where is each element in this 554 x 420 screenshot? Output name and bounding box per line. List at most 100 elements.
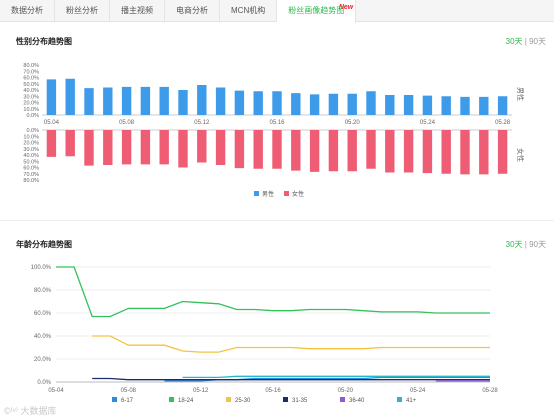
female-bar[interactable]: [291, 130, 301, 171]
female-bar[interactable]: [347, 130, 357, 172]
tab-1[interactable]: 数据分析: [0, 0, 55, 22]
female-y-tick-label: 50.0%: [23, 159, 39, 165]
female-bar[interactable]: [479, 130, 489, 175]
range-30-days[interactable]: 30天: [505, 240, 523, 249]
x-tick-label: 05-12: [193, 388, 209, 394]
male-bar[interactable]: [65, 78, 75, 115]
series-line-41+[interactable]: [182, 375, 490, 379]
male-bar[interactable]: [460, 96, 470, 115]
female-y-tick-label: 0.0%: [26, 128, 39, 134]
female-y-tick-label: 80.0%: [23, 178, 39, 184]
male-bar[interactable]: [347, 93, 357, 115]
male-bar[interactable]: [103, 87, 113, 116]
legend-label[interactable]: 18-24: [178, 398, 194, 404]
x-tick-label: 05.08: [119, 120, 135, 126]
female-bar[interactable]: [441, 130, 451, 174]
female-y-tick-label: 20.0%: [23, 141, 39, 147]
female-bar[interactable]: [215, 130, 226, 165]
female-bar[interactable]: [65, 130, 75, 157]
legend-label[interactable]: 36-40: [349, 398, 365, 404]
male-bar[interactable]: [291, 93, 301, 115]
female-bar[interactable]: [422, 130, 433, 174]
female-bar[interactable]: [385, 130, 395, 173]
male-bar[interactable]: [385, 95, 395, 115]
female-bar[interactable]: [366, 130, 376, 169]
tab-label: 粉丝画像趋势图: [288, 6, 345, 15]
male-bar[interactable]: [272, 91, 282, 115]
tab-label: 电商分析: [176, 6, 208, 15]
male-bar[interactable]: [403, 95, 414, 115]
male-y-tick-label: 70.0%: [23, 69, 39, 75]
series-line-25-30[interactable]: [92, 335, 490, 353]
legend-label[interactable]: 41+: [406, 398, 417, 404]
series-line-31-35[interactable]: [92, 377, 490, 381]
tab-label: MCN机构: [231, 6, 266, 15]
male-bar[interactable]: [46, 79, 57, 115]
female-bar[interactable]: [46, 130, 57, 157]
male-bar[interactable]: [159, 86, 169, 115]
female-bar[interactable]: [272, 130, 282, 169]
female-bar[interactable]: [460, 130, 470, 175]
series-line-18-24[interactable]: [56, 266, 490, 318]
female-bar[interactable]: [253, 130, 263, 169]
male-y-tick-label: 30.0%: [23, 94, 39, 100]
male-side-label: 男性: [516, 87, 525, 101]
tab-4[interactable]: 电商分析: [165, 0, 220, 22]
female-bar[interactable]: [84, 130, 94, 166]
female-bar[interactable]: [328, 130, 339, 172]
legend-swatch: [283, 397, 288, 402]
legend-label[interactable]: 男性: [262, 190, 274, 198]
legend-swatch: [397, 397, 402, 402]
male-bar[interactable]: [497, 96, 508, 115]
gender-chart: 0.0%0.0%10.0%10.0%20.0%20.0%30.0%30.0%40…: [23, 63, 525, 198]
y-tick-label: 0.0%: [37, 380, 51, 386]
male-y-tick-label: 40.0%: [23, 88, 39, 94]
x-tick-label: 05.12: [194, 120, 210, 126]
male-bar[interactable]: [441, 96, 451, 115]
male-bar[interactable]: [328, 93, 339, 115]
female-bar[interactable]: [159, 130, 169, 165]
male-bar[interactable]: [215, 87, 226, 116]
tab-3[interactable]: 播主视频: [110, 0, 165, 22]
age-range-toggle: 30天 | 90天: [506, 239, 546, 250]
male-bar[interactable]: [309, 94, 320, 115]
male-bar[interactable]: [178, 90, 188, 115]
female-bar[interactable]: [140, 130, 151, 165]
male-bar[interactable]: [479, 96, 489, 115]
legend-label[interactable]: 25-30: [235, 398, 251, 404]
male-bar[interactable]: [197, 85, 207, 115]
female-bar[interactable]: [234, 130, 245, 169]
range-30-days[interactable]: 30天: [505, 37, 523, 46]
y-tick-label: 100.0%: [31, 265, 52, 271]
male-bar[interactable]: [234, 90, 245, 115]
male-bar[interactable]: [253, 91, 263, 115]
range-sep: |: [522, 240, 530, 249]
watermark: ©⁽ᵛ⁾ 大数据库: [4, 406, 57, 416]
x-tick-label: 05-28: [482, 388, 498, 394]
legend-label[interactable]: 6-17: [121, 398, 134, 404]
male-bar[interactable]: [121, 86, 132, 115]
male-y-tick-label: 60.0%: [23, 76, 39, 82]
tab-label: 粉丝分析: [66, 6, 98, 15]
range-90-days[interactable]: 90天: [529, 240, 546, 249]
male-bar[interactable]: [84, 88, 94, 115]
female-bar[interactable]: [403, 130, 414, 173]
legend-label[interactable]: 31-35: [292, 398, 308, 404]
female-bar[interactable]: [103, 130, 113, 165]
male-bar[interactable]: [366, 91, 376, 115]
female-bar[interactable]: [309, 130, 320, 172]
x-tick-label: 05.20: [345, 120, 361, 126]
legend-label[interactable]: 女性: [292, 190, 304, 198]
gender-chart-title: 性别分布趋势图: [16, 37, 72, 46]
tab-6[interactable]: 粉丝画像趋势图 New: [277, 0, 357, 23]
male-bar[interactable]: [140, 86, 151, 115]
male-bar[interactable]: [422, 95, 433, 115]
female-bar[interactable]: [197, 130, 207, 163]
female-bar[interactable]: [178, 130, 188, 168]
section-divider: [0, 220, 554, 221]
tab-5[interactable]: MCN机构: [220, 0, 278, 22]
tab-2[interactable]: 粉丝分析: [55, 0, 110, 22]
range-90-days[interactable]: 90天: [529, 37, 546, 46]
female-bar[interactable]: [121, 130, 132, 165]
female-bar[interactable]: [497, 130, 508, 174]
